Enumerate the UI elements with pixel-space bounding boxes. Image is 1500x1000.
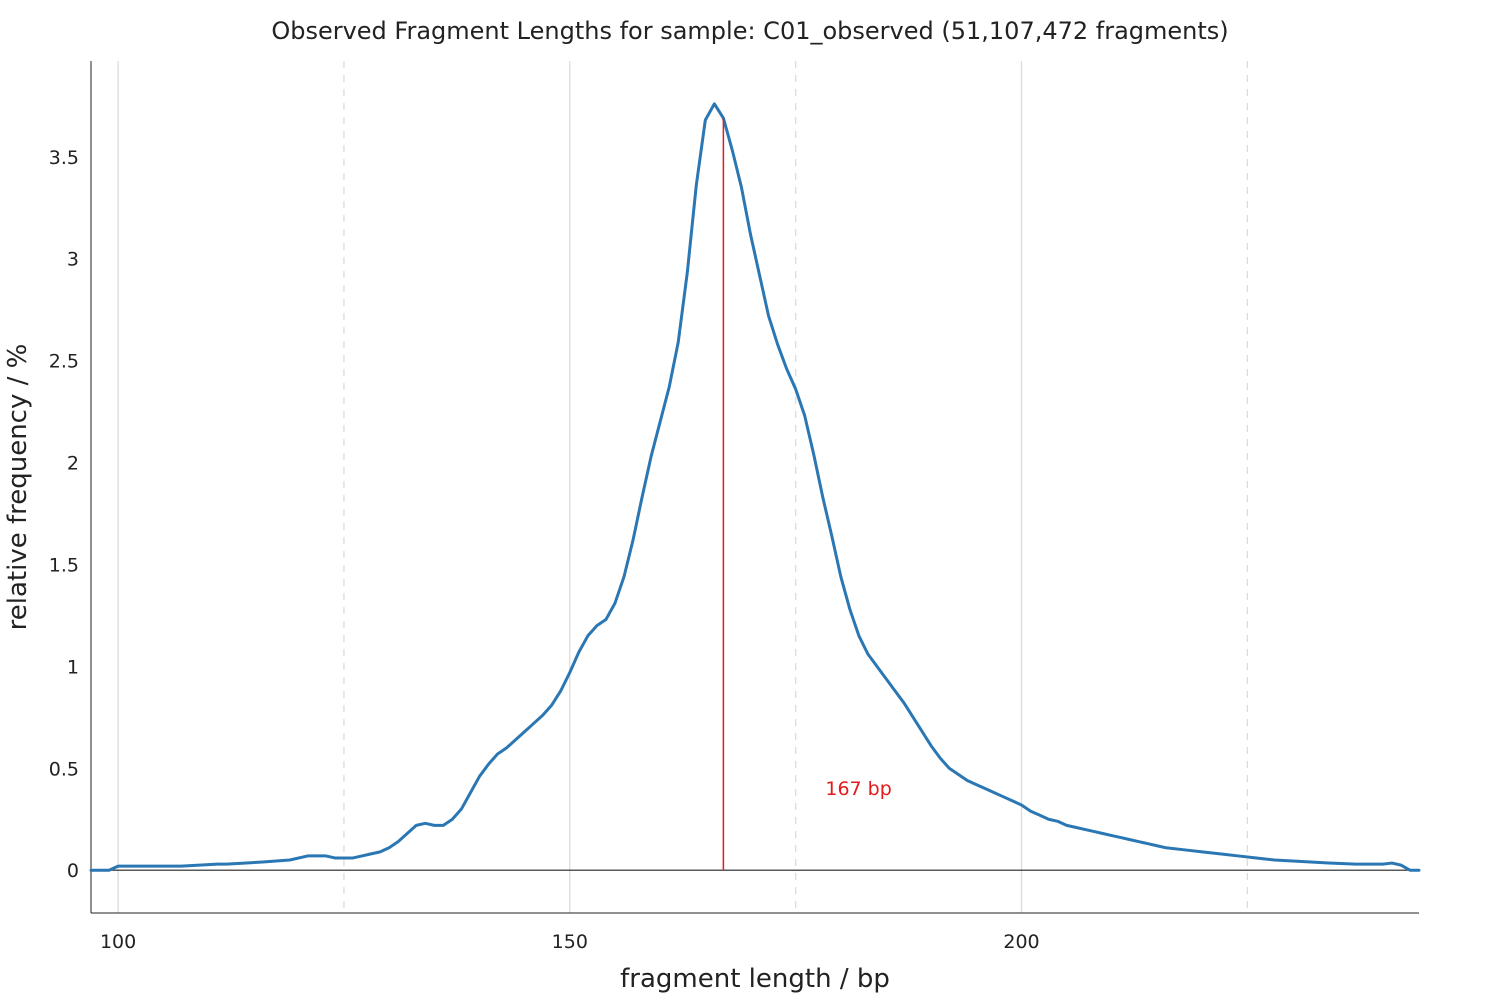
y-tick-label: 1 xyxy=(67,656,79,678)
x-tick-label: 100 xyxy=(100,931,136,953)
y-tick-label: 3 xyxy=(67,249,79,271)
y-tick-label: 0 xyxy=(67,860,79,882)
grid-layer xyxy=(117,61,1249,913)
y-tick-label: 1.5 xyxy=(49,554,79,576)
ticks-layer: 0 0.5 1 1.5 2 2.5 3 3.5 100 150 200 xyxy=(49,147,1040,953)
x-tick-label: 200 xyxy=(1003,931,1039,953)
y-tick-label: 0.5 xyxy=(49,758,79,780)
chart-title: Observed Fragment Lengths for sample: C0… xyxy=(271,17,1228,45)
y-tick-label: 3.5 xyxy=(49,147,79,169)
y-tick-label: 2 xyxy=(67,453,79,475)
x-axis-label: fragment length / bp xyxy=(620,964,890,994)
x-tick-label: 150 xyxy=(552,931,588,953)
series-line-0 xyxy=(89,102,1421,872)
axes-layer xyxy=(90,61,1419,914)
peak-marker-label: 167 bp xyxy=(825,778,891,800)
y-tick-label: 2.5 xyxy=(49,351,79,373)
y-axis-label: relative frequency / % xyxy=(3,344,33,631)
series-layer xyxy=(89,102,1421,872)
marker-layer: 167 bp xyxy=(722,118,892,871)
